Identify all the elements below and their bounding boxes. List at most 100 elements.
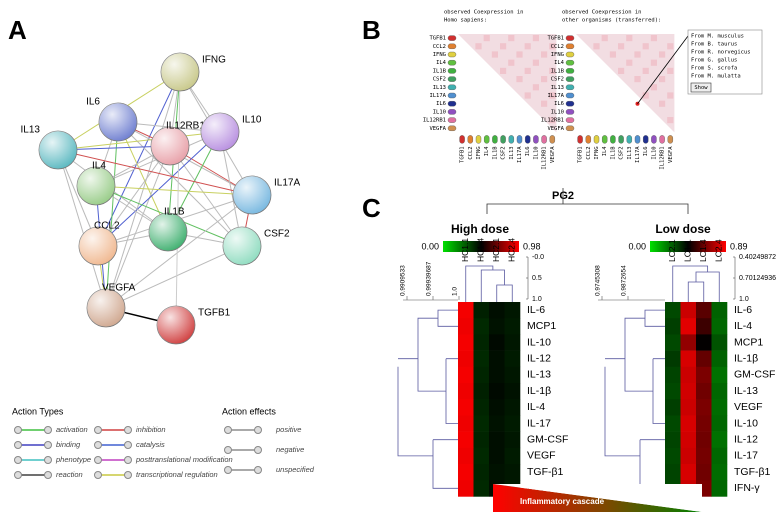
heatmap-cell [458,302,474,319]
legend-dot [124,471,132,479]
legend-dot [94,471,102,479]
gene-pill [447,76,457,82]
gene-pill [565,92,575,99]
legend-dot [14,426,22,434]
legend-label: catalysis [136,440,165,449]
heatmap-cell [711,350,728,368]
coexpression-cell [532,35,539,42]
gene-label: IL12RB1 [541,118,564,124]
coexpression-cell [659,51,666,58]
gene-pill [525,135,531,144]
heatmap-cell [504,302,521,319]
heatmap-cell [665,366,681,384]
heatmap-cell [489,399,505,416]
heatmap-cell [489,334,505,351]
legend-label: positive [275,425,301,434]
node-shine [39,131,77,169]
gene-label: IL12RB1 [660,146,666,169]
gene-label: IL1B [492,146,498,160]
coexpression-cell [508,35,515,42]
heatmap-cell [680,415,697,432]
show-button-label[interactable]: Show [694,85,708,91]
gene-label: CCL2 [433,44,446,50]
scale-label: 0.98 [523,241,541,251]
gene-label: CCL2 [586,146,592,159]
gene-label: IL1B [433,68,447,74]
show-button[interactable] [690,82,712,93]
gene-pill [516,135,523,144]
coexpression-cell [634,51,641,58]
coexpression-cell [549,117,556,124]
heatmap-cell [489,415,505,432]
gene-pill [643,135,649,144]
heatmap-cell [696,464,712,481]
network-edge [97,145,171,247]
gene-label: IL17A [517,146,523,163]
gene-label: IL6 [554,101,564,107]
coexpression-cell [516,76,523,83]
heatmap-cell [458,415,474,432]
gene-label: IL12RB1 [423,118,446,124]
row-label: IL-13 [527,369,551,381]
heatmap-cell [696,399,712,416]
heatmap-cell [458,350,474,368]
gene-pill [565,76,575,82]
axis-label: 1.0 [532,296,542,303]
node-label: IL1B [164,207,185,218]
gene-pill [549,135,555,144]
network-edge [57,131,221,151]
network-edge [105,194,253,309]
legend-label: phenotype [55,455,91,464]
node-label: CSF2 [264,229,290,240]
legend-dot [124,456,132,464]
row-label: IL-1β [734,352,758,364]
heatmap-cell [504,415,521,432]
gene-pill [447,51,457,58]
coexpression-cell [626,59,633,66]
heatmap-cell [473,350,490,368]
legend-dot [224,466,232,474]
row-label: IL-12 [527,352,551,364]
network-edge [175,71,181,326]
coexpression-cell [524,92,531,99]
axis-label: 0.9872654 [621,265,628,296]
gene-pill [492,135,498,144]
heatmap-cell [665,334,681,351]
network-edge [105,121,119,309]
heatmap-cell [489,383,505,400]
panel-letter: C [362,193,381,223]
gene-label: IFNG [594,146,600,159]
network-edge [95,185,253,196]
heatmap-cell [458,318,474,335]
coexpression-cell [618,67,625,74]
gene-label: IFNG [551,52,564,58]
heatmap-cell [473,383,490,400]
row-label: MCP1 [734,336,763,348]
row-label: IL-17 [734,450,758,462]
row-label: IL-4 [734,320,752,332]
coexpression-cell [626,35,633,42]
gene-label: IL17A [429,93,446,99]
legend-label: inhibition [136,425,166,434]
gene-label: CSF2 [501,146,507,159]
gene-label: IL1B [551,68,565,74]
network-edge [57,149,107,309]
gene-pill [541,135,547,144]
heatmap-cell [473,480,490,497]
heatmap-cell [504,383,521,400]
heatmap-cell [711,480,728,497]
gene-pill [667,135,673,144]
coexpression-cell [532,84,539,91]
row-label: IL-13 [734,385,758,397]
node-shine [201,113,239,151]
gene-pill [565,100,575,107]
network-edge [97,131,221,247]
coexpression-cell [500,67,507,74]
heatmap-cell [665,431,681,449]
organism-label: From R. norvegicus [691,50,751,56]
axis-label: 0.99939687 [426,261,433,296]
row-label: TGF-β1 [527,466,564,478]
legend-label: transcriptional regulation [136,470,218,479]
legend-dot [94,441,102,449]
